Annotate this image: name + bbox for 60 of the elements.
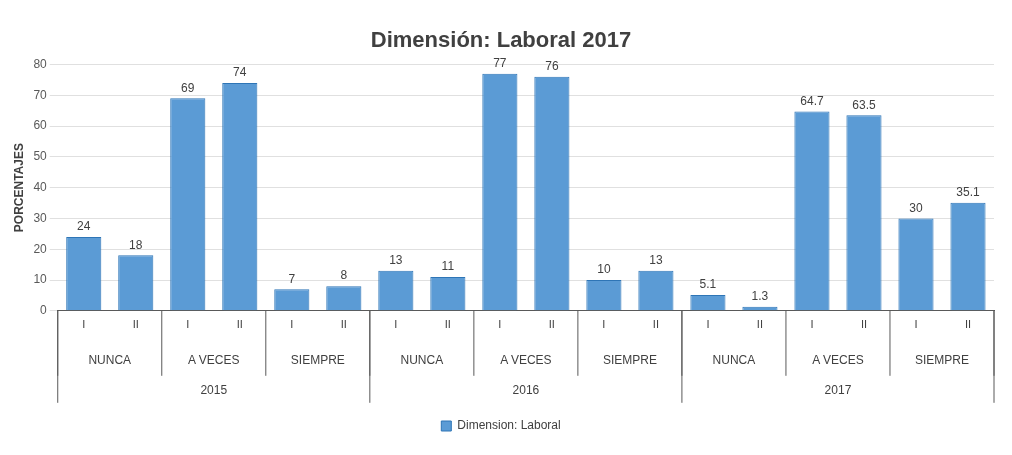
x-tick-label: I — [186, 318, 190, 331]
y-tick-label: 0 — [40, 303, 48, 318]
x-tick-label: II — [444, 318, 451, 331]
chart-title: Dimensión: Laboral 2017 — [370, 27, 632, 53]
data-label: 10 — [597, 262, 611, 277]
text: A VECES — [500, 353, 552, 368]
x-tick-label: I — [290, 318, 294, 331]
text: 2017 — [824, 383, 852, 398]
data-label: 77 — [493, 55, 507, 70]
x-tick-label: II — [652, 318, 659, 331]
data-label: 11 — [441, 259, 455, 274]
data-label: 18 — [129, 237, 143, 252]
x-tick-label: I — [706, 318, 710, 331]
x-tick-label: II — [964, 318, 972, 331]
x-tick-label: II — [548, 318, 555, 331]
text: A VECES — [188, 353, 240, 368]
data-label: 63.5 — [852, 97, 876, 112]
text: NUNCA — [88, 353, 132, 368]
data-label: 35.1 — [956, 185, 980, 199]
y-tick-label: 80 — [33, 56, 48, 71]
data-label: 13 — [389, 253, 403, 268]
data-label: 30 — [909, 200, 923, 215]
text: NUNCA — [712, 353, 756, 368]
y-tick-label: 10 — [33, 272, 48, 287]
legend-label: Dimension: Laboral — [457, 418, 561, 433]
data-label: 13 — [649, 253, 663, 268]
x-tick-label: I — [498, 318, 502, 331]
x-tick-label: I — [810, 318, 814, 331]
data-label: 1.3 — [751, 289, 769, 304]
x-tick-label: II — [860, 318, 868, 331]
text: SIEMPRE — [914, 353, 969, 368]
y-tick-label: 40 — [33, 179, 48, 194]
y-tick-label: 30 — [33, 210, 48, 225]
data-label: 64.7 — [800, 93, 824, 108]
y-tick-label: 70 — [33, 87, 48, 102]
x-tick-label: II — [132, 318, 139, 331]
data-label: 74 — [233, 65, 247, 80]
y-tick-label: 20 — [33, 241, 48, 256]
y-tick-label: 60 — [33, 118, 48, 133]
data-label: 69 — [181, 80, 195, 95]
text: 2016 — [512, 383, 540, 398]
x-tick-label: I — [82, 318, 86, 331]
x-tick-label: I — [602, 318, 606, 331]
x-tick-label: I — [394, 318, 398, 331]
text: NUNCA — [400, 353, 444, 368]
x-tick-label: I — [914, 318, 918, 331]
y-axis-title: PORCENTAJES — [11, 143, 26, 233]
x-tick-label: II — [756, 318, 763, 331]
x-tick-label: II — [236, 318, 243, 331]
data-label: 7 — [288, 271, 296, 286]
text: SIEMPRE — [602, 353, 657, 368]
x-tick-label: II — [340, 318, 347, 331]
data-label: 24 — [77, 219, 91, 234]
text: 2015 — [200, 383, 228, 398]
text: A VECES — [812, 353, 864, 368]
data-label: 8 — [340, 268, 348, 283]
y-tick-label: 50 — [33, 149, 48, 164]
text: SIEMPRE — [290, 353, 345, 368]
data-label: 76 — [545, 59, 559, 74]
data-label: 5.1 — [699, 277, 717, 292]
